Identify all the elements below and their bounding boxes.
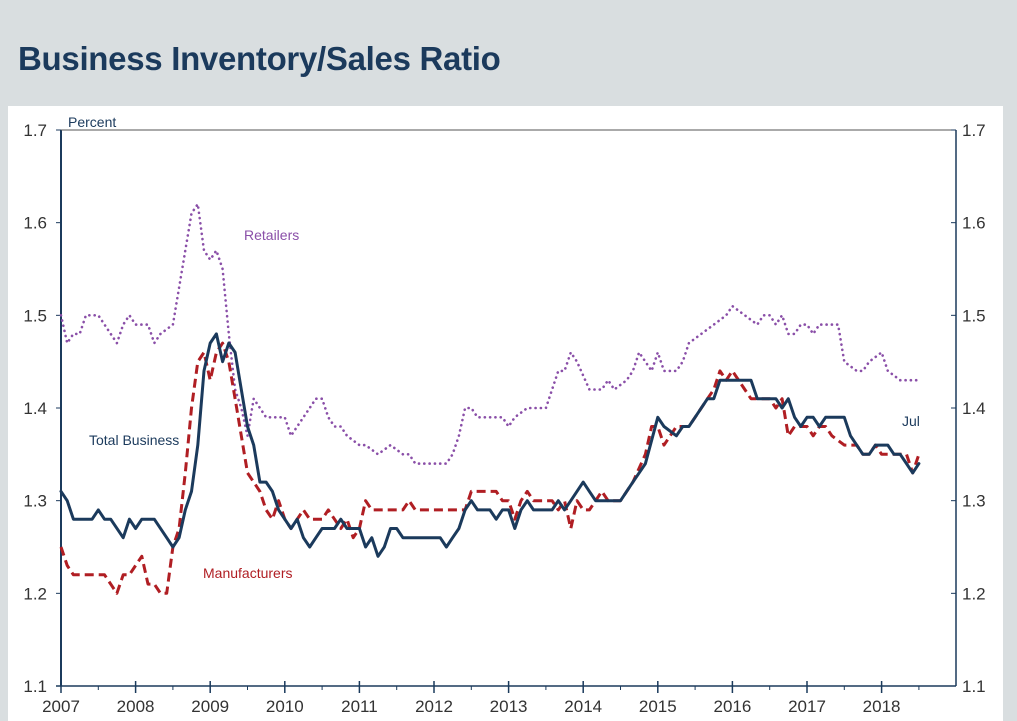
y-tick-label-right: 1.4 — [962, 399, 986, 418]
y-tick-label: 1.3 — [23, 492, 47, 511]
y-tick-label: 1.2 — [23, 584, 47, 603]
y-tick-label: 1.1 — [23, 677, 47, 696]
y-tick-label: 1.7 — [23, 121, 47, 140]
axes: 1.1 1.1 1.2 1.2 1.3 1.3 1.4 1.4 1.5 1.5 1.6 1.6 1.7 1… — [23, 121, 985, 716]
series-lines — [59, 202, 921, 595]
x-tick-label: 2007 — [42, 697, 80, 716]
y-tick-label: 1.6 — [23, 214, 47, 233]
y-tick-label-right: 1.7 — [962, 121, 986, 140]
y-tick-label: 1.5 — [23, 306, 47, 325]
end-label: Jul — [902, 413, 920, 429]
x-tick-label: 2008 — [117, 697, 155, 716]
y-tick-label: 1.4 — [23, 399, 47, 418]
y-tick-label-right: 1.2 — [962, 584, 986, 603]
series-line-retailers — [59, 202, 921, 465]
y-tick-label-right: 1.3 — [962, 492, 986, 511]
x-tick-label: 2016 — [713, 697, 751, 716]
series-label-total-business: Total Business — [89, 432, 179, 448]
series-line-total-business — [59, 332, 921, 558]
x-tick-label: 2012 — [415, 697, 453, 716]
chart-panel — [8, 106, 1003, 721]
x-tick-label: 2009 — [191, 697, 229, 716]
x-tick-label: 2013 — [490, 697, 528, 716]
x-tick-label: 2017 — [788, 697, 826, 716]
series-label-retailers: Retailers — [244, 227, 299, 243]
y-tick-label-right: 1.5 — [962, 306, 986, 325]
x-tick-label: 2010 — [266, 697, 304, 716]
series-label-manufacturers: Manufacturers — [203, 565, 292, 581]
x-tick-label: 2018 — [863, 697, 901, 716]
x-tick-label: 2011 — [341, 697, 378, 716]
y-tick-label-right: 1.1 — [962, 677, 986, 696]
y-axis-label: Percent — [68, 114, 116, 130]
series-line-manufacturers — [59, 341, 921, 595]
page-title: Business Inventory/Sales Ratio — [18, 40, 501, 77]
x-tick-label: 2014 — [564, 697, 602, 716]
y-tick-label-right: 1.6 — [962, 214, 986, 233]
x-tick-label: 2015 — [639, 697, 677, 716]
